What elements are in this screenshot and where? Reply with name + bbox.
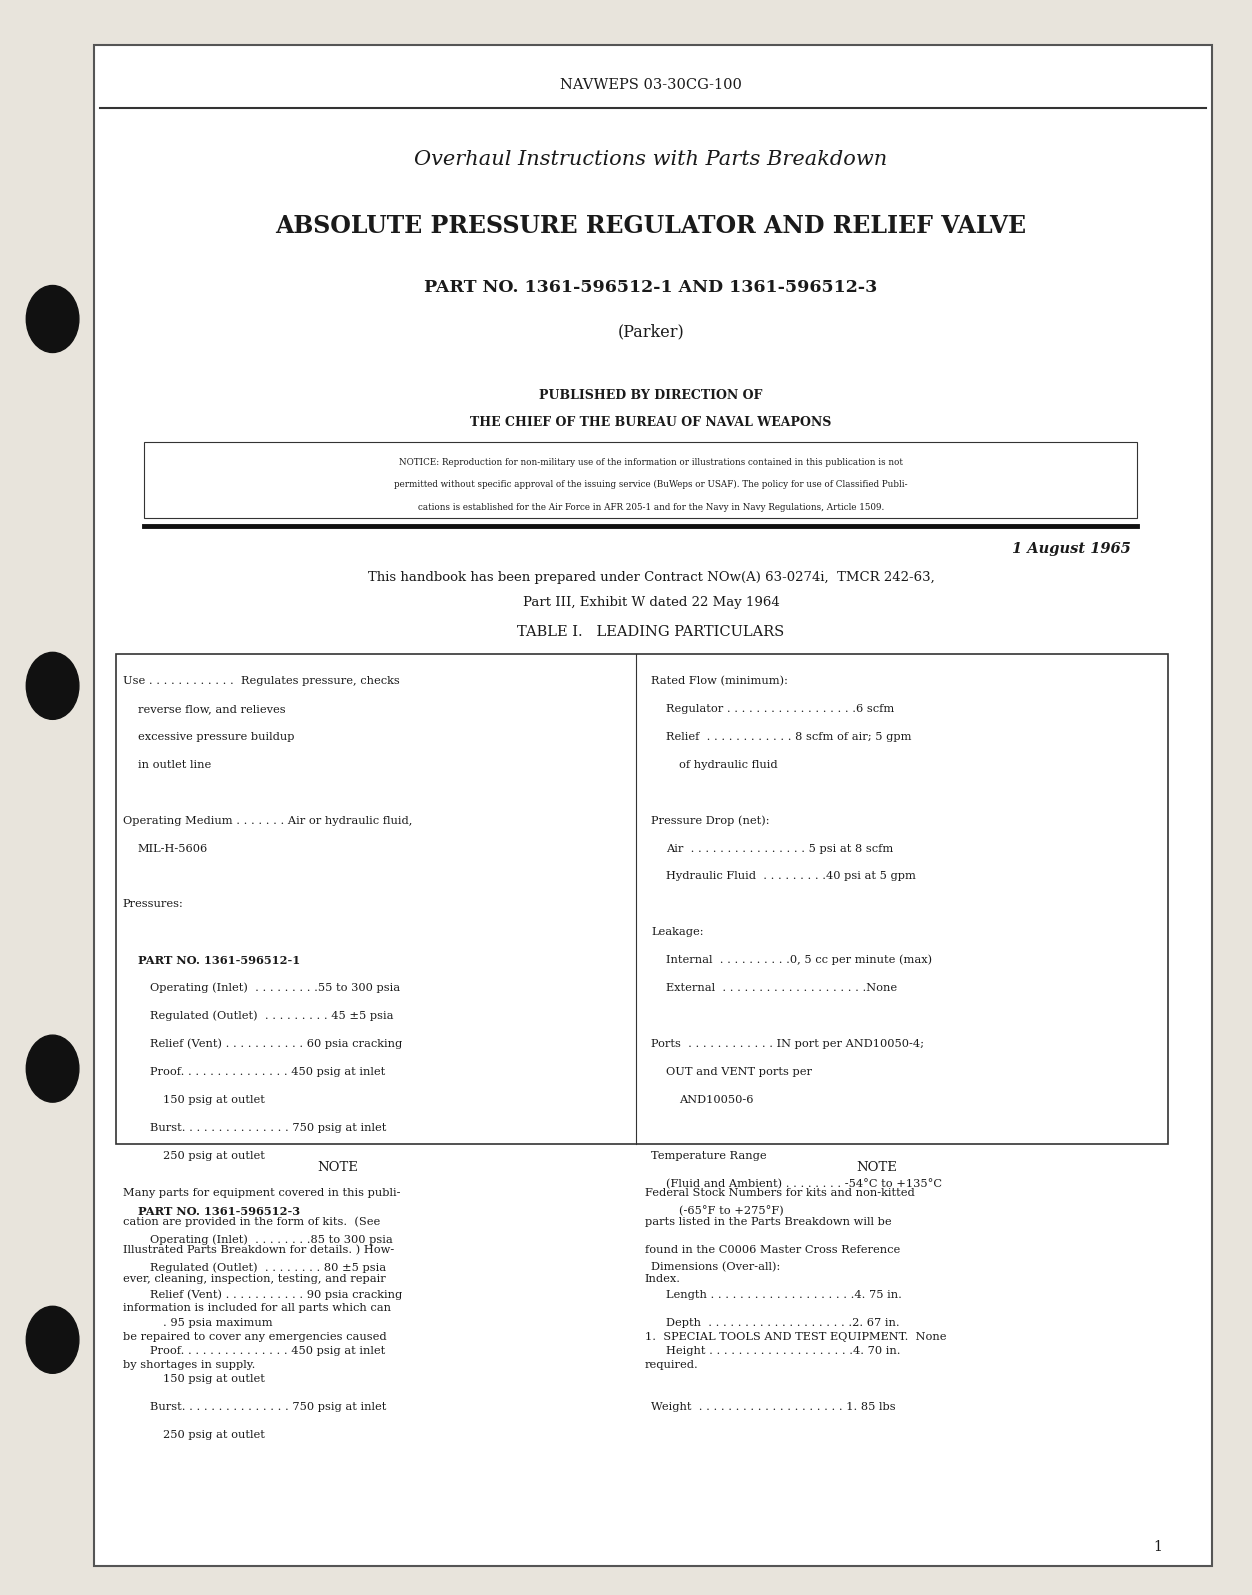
Text: TABLE I.   LEADING PARTICULARS: TABLE I. LEADING PARTICULARS [517,625,785,638]
Text: 1: 1 [1153,1541,1163,1554]
Text: be repaired to cover any emergencies caused: be repaired to cover any emergencies cau… [123,1332,387,1341]
Text: cations is established for the Air Force in AFR 205-1 and for the Navy in Navy R: cations is established for the Air Force… [418,502,884,512]
Text: 250 psig at outlet: 250 psig at outlet [163,1429,264,1440]
Text: Burst. . . . . . . . . . . . . . . 750 psig at inlet: Burst. . . . . . . . . . . . . . . 750 p… [150,1123,387,1132]
Text: Regulated (Outlet)  . . . . . . . . . 45 ±5 psia: Regulated (Outlet) . . . . . . . . . 45 … [150,1011,393,1021]
Text: Proof. . . . . . . . . . . . . . . 450 psig at inlet: Proof. . . . . . . . . . . . . . . 450 p… [150,1067,386,1077]
Text: (-65°F to +275°F): (-65°F to +275°F) [679,1206,784,1217]
Text: Relief (Vent) . . . . . . . . . . . 90 psia cracking: Relief (Vent) . . . . . . . . . . . 90 p… [150,1290,402,1300]
Text: Internal  . . . . . . . . . .0, 5 cc per minute (max): Internal . . . . . . . . . .0, 5 cc per … [666,955,933,965]
Text: PART NO. 1361-596512-1 AND 1361-596512-3: PART NO. 1361-596512-1 AND 1361-596512-3 [424,279,878,295]
Text: Regulated (Outlet)  . . . . . . . . 80 ±5 psia: Regulated (Outlet) . . . . . . . . 80 ±5… [150,1262,387,1273]
Text: This handbook has been prepared under Contract NOw(A) 63-0274i,  TMCR 242-63,: This handbook has been prepared under Co… [368,571,934,584]
Text: permitted without specific approval of the issuing service (BuWeps or USAF). The: permitted without specific approval of t… [394,480,908,490]
Text: MIL-H-5606: MIL-H-5606 [138,844,208,853]
Text: Height . . . . . . . . . . . . . . . . . . . .4. 70 in.: Height . . . . . . . . . . . . . . . . .… [666,1346,900,1356]
Circle shape [26,652,79,719]
Text: in outlet line: in outlet line [138,759,212,770]
Text: Air  . . . . . . . . . . . . . . . . 5 psi at 8 scfm: Air . . . . . . . . . . . . . . . . 5 ps… [666,844,894,853]
Text: Pressures:: Pressures: [123,900,184,909]
Text: . 95 psia maximum: . 95 psia maximum [163,1317,273,1329]
Text: NOTE: NOTE [318,1161,358,1174]
Text: Weight  . . . . . . . . . . . . . . . . . . . . 1. 85 lbs: Weight . . . . . . . . . . . . . . . . .… [651,1402,895,1412]
Text: information is included for all parts which can: information is included for all parts wh… [123,1303,391,1313]
Text: reverse flow, and relieves: reverse flow, and relieves [138,703,285,715]
Circle shape [26,286,79,352]
Text: 250 psig at outlet: 250 psig at outlet [163,1150,264,1161]
Text: Overhaul Instructions with Parts Breakdown: Overhaul Instructions with Parts Breakdo… [414,150,888,169]
Circle shape [26,1306,79,1373]
Text: Regulator . . . . . . . . . . . . . . . . . .6 scfm: Regulator . . . . . . . . . . . . . . . … [666,703,894,715]
Text: Index.: Index. [645,1274,681,1284]
Text: 150 psig at outlet: 150 psig at outlet [163,1094,264,1105]
Text: ever, cleaning, inspection, testing, and repair: ever, cleaning, inspection, testing, and… [123,1274,386,1284]
Text: Operating Medium . . . . . . . Air or hydraulic fluid,: Operating Medium . . . . . . . Air or hy… [123,815,412,826]
Text: Temperature Range: Temperature Range [651,1150,766,1161]
Text: Federal Stock Numbers for kits and non-kitted: Federal Stock Numbers for kits and non-k… [645,1188,914,1198]
Text: 1 August 1965: 1 August 1965 [1012,542,1131,555]
Text: NOTICE: Reproduction for non-military use of the information or illustrations co: NOTICE: Reproduction for non-military us… [399,458,903,467]
Text: Part III, Exhibit W dated 22 May 1964: Part III, Exhibit W dated 22 May 1964 [522,597,780,609]
Text: Illustrated Parts Breakdown for details. ) How-: Illustrated Parts Breakdown for details.… [123,1246,394,1255]
Text: Length . . . . . . . . . . . . . . . . . . . .4. 75 in.: Length . . . . . . . . . . . . . . . . .… [666,1290,901,1300]
Text: Rated Flow (minimum):: Rated Flow (minimum): [651,676,788,686]
Text: 1.  SPECIAL TOOLS AND TEST EQUIPMENT.  None: 1. SPECIAL TOOLS AND TEST EQUIPMENT. Non… [645,1332,947,1341]
FancyBboxPatch shape [116,654,1168,1144]
Text: ABSOLUTE PRESSURE REGULATOR AND RELIEF VALVE: ABSOLUTE PRESSURE REGULATOR AND RELIEF V… [275,214,1027,239]
Text: excessive pressure buildup: excessive pressure buildup [138,732,294,742]
Text: Ports  . . . . . . . . . . . . IN port per AND10050-4;: Ports . . . . . . . . . . . . IN port pe… [651,1038,924,1050]
Text: Burst. . . . . . . . . . . . . . . 750 psig at inlet: Burst. . . . . . . . . . . . . . . 750 p… [150,1402,387,1412]
Text: THE CHIEF OF THE BUREAU OF NAVAL WEAPONS: THE CHIEF OF THE BUREAU OF NAVAL WEAPONS [471,416,831,429]
Text: Leakage:: Leakage: [651,927,704,938]
Text: parts listed in the Parts Breakdown will be: parts listed in the Parts Breakdown will… [645,1217,891,1227]
Text: Proof. . . . . . . . . . . . . . . 450 psig at inlet: Proof. . . . . . . . . . . . . . . 450 p… [150,1346,386,1356]
Text: NOTE: NOTE [856,1161,896,1174]
Text: Pressure Drop (net):: Pressure Drop (net): [651,815,770,826]
Text: OUT and VENT ports per: OUT and VENT ports per [666,1067,813,1077]
Text: cation are provided in the form of kits.  (See: cation are provided in the form of kits.… [123,1217,379,1227]
Text: Operating (Inlet)  . . . . . . . .85 to 300 psia: Operating (Inlet) . . . . . . . .85 to 3… [150,1235,393,1244]
Text: Use . . . . . . . . . . . .  Regulates pressure, checks: Use . . . . . . . . . . . . Regulates pr… [123,676,399,686]
Text: of hydraulic fluid: of hydraulic fluid [679,759,777,770]
Text: required.: required. [645,1361,699,1370]
Text: Relief (Vent) . . . . . . . . . . . 60 psia cracking: Relief (Vent) . . . . . . . . . . . 60 p… [150,1038,402,1050]
Text: by shortages in supply.: by shortages in supply. [123,1361,255,1370]
Circle shape [26,1035,79,1102]
Text: NAVWEPS 03-30CG-100: NAVWEPS 03-30CG-100 [560,78,742,91]
Text: Depth  . . . . . . . . . . . . . . . . . . . .2. 67 in.: Depth . . . . . . . . . . . . . . . . . … [666,1317,900,1329]
Text: Hydraulic Fluid  . . . . . . . . .40 psi at 5 gpm: Hydraulic Fluid . . . . . . . . .40 psi … [666,871,916,882]
Text: Operating (Inlet)  . . . . . . . . .55 to 300 psia: Operating (Inlet) . . . . . . . . .55 to… [150,983,401,994]
Text: (Fluid and Ambient) . . . . . . . . -54°C to +135°C: (Fluid and Ambient) . . . . . . . . -54°… [666,1179,942,1188]
Text: Dimensions (Over-all):: Dimensions (Over-all): [651,1262,780,1273]
Text: PART NO. 1361-596512-1: PART NO. 1361-596512-1 [138,955,300,965]
Text: External  . . . . . . . . . . . . . . . . . . . .None: External . . . . . . . . . . . . . . . .… [666,983,898,994]
Text: PUBLISHED BY DIRECTION OF: PUBLISHED BY DIRECTION OF [540,389,762,402]
Text: 150 psig at outlet: 150 psig at outlet [163,1373,264,1384]
Text: PART NO. 1361-596512-3: PART NO. 1361-596512-3 [138,1206,299,1217]
Text: AND10050-6: AND10050-6 [679,1094,754,1105]
FancyBboxPatch shape [144,442,1137,518]
Text: Many parts for equipment covered in this publi-: Many parts for equipment covered in this… [123,1188,401,1198]
FancyBboxPatch shape [94,45,1212,1566]
Text: Relief  . . . . . . . . . . . . 8 scfm of air; 5 gpm: Relief . . . . . . . . . . . . 8 scfm of… [666,732,911,742]
Text: found in the C0006 Master Cross Reference: found in the C0006 Master Cross Referenc… [645,1246,900,1255]
Text: (Parker): (Parker) [617,324,685,340]
